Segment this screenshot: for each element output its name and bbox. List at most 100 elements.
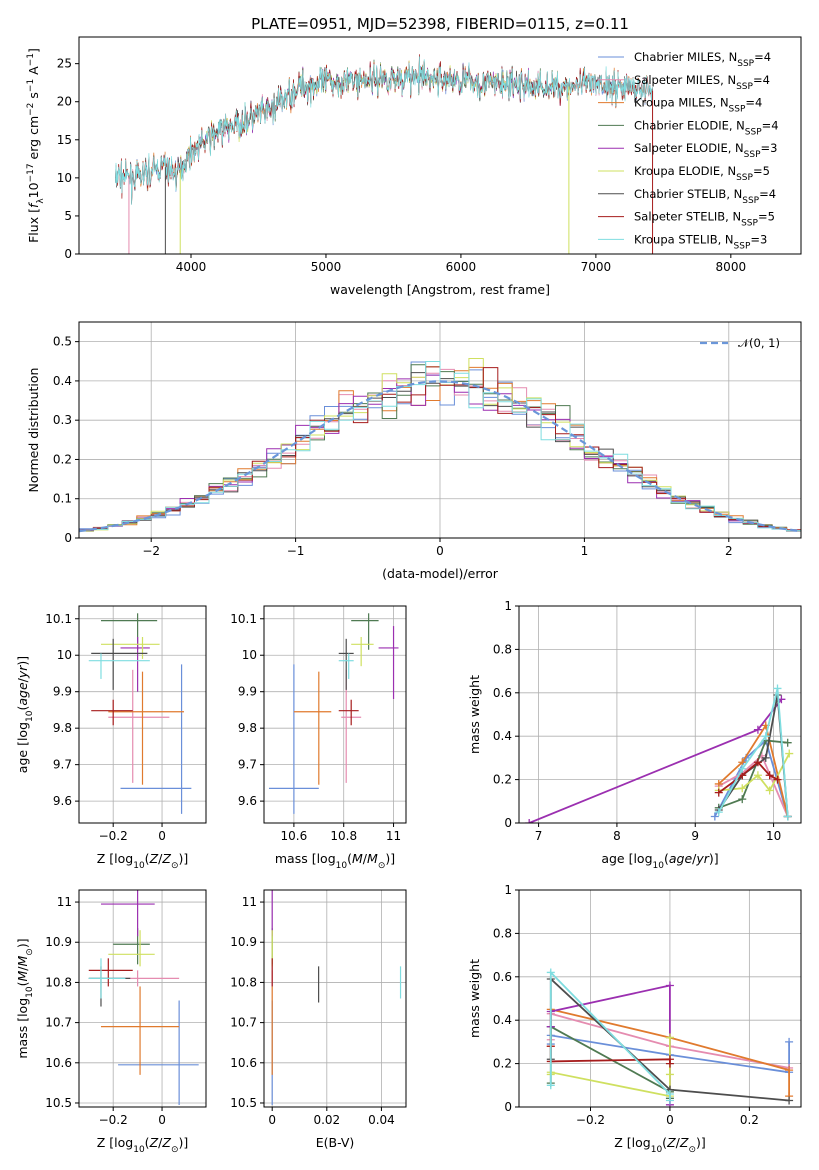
- residuals-legend: 𝒩(0, 1): [700, 336, 780, 350]
- x-tick-label: 0: [666, 1113, 674, 1127]
- weight-line: [549, 1046, 671, 1064]
- y-tick-label: 0.8: [493, 926, 512, 940]
- x-tick-label: 0: [436, 544, 444, 558]
- x-tick-label: 8000: [716, 260, 747, 274]
- x-tick-label: −0.2: [99, 1113, 128, 1127]
- y-tick-label: 1: [504, 883, 512, 897]
- axes-frame: [78, 605, 207, 824]
- weight-marker: [785, 749, 794, 758]
- legend-label: Kroupa STELIB, NSSP=3: [634, 232, 767, 251]
- legend-label: Chabrier ELODIE, NSSP=4: [634, 118, 779, 137]
- x-tick-label: 6000: [446, 260, 477, 274]
- x-tick-label: 7: [535, 829, 543, 843]
- y-tick-label: 11: [242, 895, 257, 909]
- weight-marker: [546, 1081, 555, 1090]
- y-tick-label: 10.5: [45, 1096, 72, 1110]
- weight-marker: [665, 1070, 674, 1079]
- weight-line: [718, 754, 789, 817]
- errorbar-salpeter-miles: [341, 669, 362, 783]
- x-axis-label: E(B-V): [316, 1135, 355, 1150]
- legend-label: Salpeter STELIB, NSSP=5: [634, 210, 775, 229]
- y-tick-label: 9.9: [53, 685, 72, 699]
- y-tick-label: 0.6: [493, 686, 512, 700]
- legend-label: Kroupa ELODIE, NSSP=5: [634, 164, 770, 183]
- x-tick-label: 7000: [581, 260, 612, 274]
- weight-line: [718, 688, 789, 817]
- spectrum-lines: [115, 54, 654, 254]
- weight-series-kroupa-stelib: [714, 684, 792, 821]
- weight-marker: [738, 795, 747, 804]
- x-axis-label: Z [log10(Z/Z⊙)]: [614, 1135, 706, 1155]
- legend-label: 𝒩(0, 1): [738, 336, 780, 350]
- weight-line: [549, 1037, 671, 1098]
- x-tick-label: 8: [613, 829, 621, 843]
- y-tick-label: 0.2: [493, 773, 512, 787]
- weight-marker: [783, 738, 792, 747]
- errorbar-kroupa-stelib: [338, 653, 354, 679]
- y-tick-label: 10.5: [230, 1096, 257, 1110]
- y-axis-label: mass weight: [467, 675, 482, 754]
- x-axis-label: Z [log10(Z/Z⊙)]: [97, 1135, 189, 1155]
- x-tick-label: 0: [158, 829, 166, 843]
- weight-line: [718, 739, 788, 809]
- weight-line: [549, 1025, 671, 1099]
- weight-marker: [773, 684, 782, 693]
- y-tick-label: 0.6: [493, 970, 512, 984]
- y-tick-label: 9.8: [53, 721, 72, 735]
- y-tick-label: 11: [57, 895, 72, 909]
- mass-vs-Z-points: [88, 890, 199, 1105]
- weight-marker: [761, 753, 770, 762]
- y-tick-label: 0.2: [493, 1057, 512, 1071]
- x-tick-label: −0.2: [99, 829, 128, 843]
- mass-vs-EBV-axes: 0 0.02 0.04 10.5 10.6 10.7 10.8 10.9 11: [230, 890, 406, 1127]
- y-axis-label: Normed distribution: [26, 368, 41, 493]
- y-tick-label: 0.2: [53, 452, 72, 466]
- errorbar-chabrier-miles: [120, 664, 192, 814]
- errorbar-kroupa-elodie: [100, 637, 160, 659]
- weight-marker: [714, 808, 723, 817]
- errorbar-chabrier-elodie: [351, 613, 379, 650]
- y-tick-label: 10.6: [230, 1056, 257, 1070]
- y-tick-label: 9.6: [53, 794, 72, 808]
- axes-frame: [78, 36, 802, 255]
- x-tick-label: 10.8: [330, 829, 357, 843]
- y-tick-label: 10.6: [45, 1056, 72, 1070]
- y-tick-label: 25: [57, 57, 72, 71]
- y-tick-label: 15: [57, 133, 72, 147]
- legend-label: Salpeter MILES, NSSP=4: [634, 73, 770, 92]
- errorbar-kroupa-elodie: [351, 637, 374, 667]
- errorbar-salpeter-stelib: [338, 699, 359, 726]
- x-tick-label: 10: [766, 829, 781, 843]
- y-axis-label: mass [log10(M/M⊙)]: [15, 938, 35, 1058]
- y-tick-label: 10.9: [230, 935, 257, 949]
- weight-marker: [773, 775, 782, 784]
- x-axis-label: (data-model)/error: [382, 566, 499, 581]
- weight-series-kroupa-stelib: [546, 968, 674, 1105]
- y-tick-label: 0: [64, 531, 72, 545]
- y-tick-label: 0: [504, 1100, 512, 1114]
- y-tick-label: 0.4: [493, 729, 512, 743]
- weight-marker: [761, 732, 770, 741]
- errorbar-salpeter-elodie: [120, 637, 150, 692]
- legend-label: Chabrier STELIB, NSSP=4: [634, 187, 776, 206]
- x-tick-label: 5000: [311, 260, 342, 274]
- x-axis-label: age [log10(age/yr)]: [601, 851, 718, 871]
- y-tick-label: 9.6: [238, 794, 257, 808]
- x-axis-label: Z [log10(Z/Z⊙)]: [97, 851, 189, 871]
- mass-vs-Z-axes: −0.2 0 10.5 10.6 10.7 10.8 10.9 11: [45, 890, 206, 1127]
- weight-marker: [753, 758, 762, 767]
- x-axis-label: mass [log10(M/M⊙)]: [275, 851, 395, 871]
- histogram-lines: [79, 358, 801, 534]
- y-tick-label: 0: [504, 816, 512, 830]
- spectrum-series-kroupa-stelib: [115, 56, 653, 205]
- weight-marker: [546, 968, 555, 977]
- weight-series-salpeter-stelib: [714, 758, 782, 797]
- y-tick-label: 10: [57, 648, 72, 662]
- legend-label: Kroupa MILES, NSSP=4: [634, 96, 762, 115]
- errorbar-kroupa-miles: [293, 671, 332, 785]
- weight-marker: [665, 981, 674, 990]
- x-tick-label: 0.04: [368, 1113, 395, 1127]
- x-axis-label: wavelength [Angstrom, rest frame]: [330, 282, 550, 297]
- weight-marker: [765, 771, 774, 780]
- x-tick-label: −2: [142, 544, 160, 558]
